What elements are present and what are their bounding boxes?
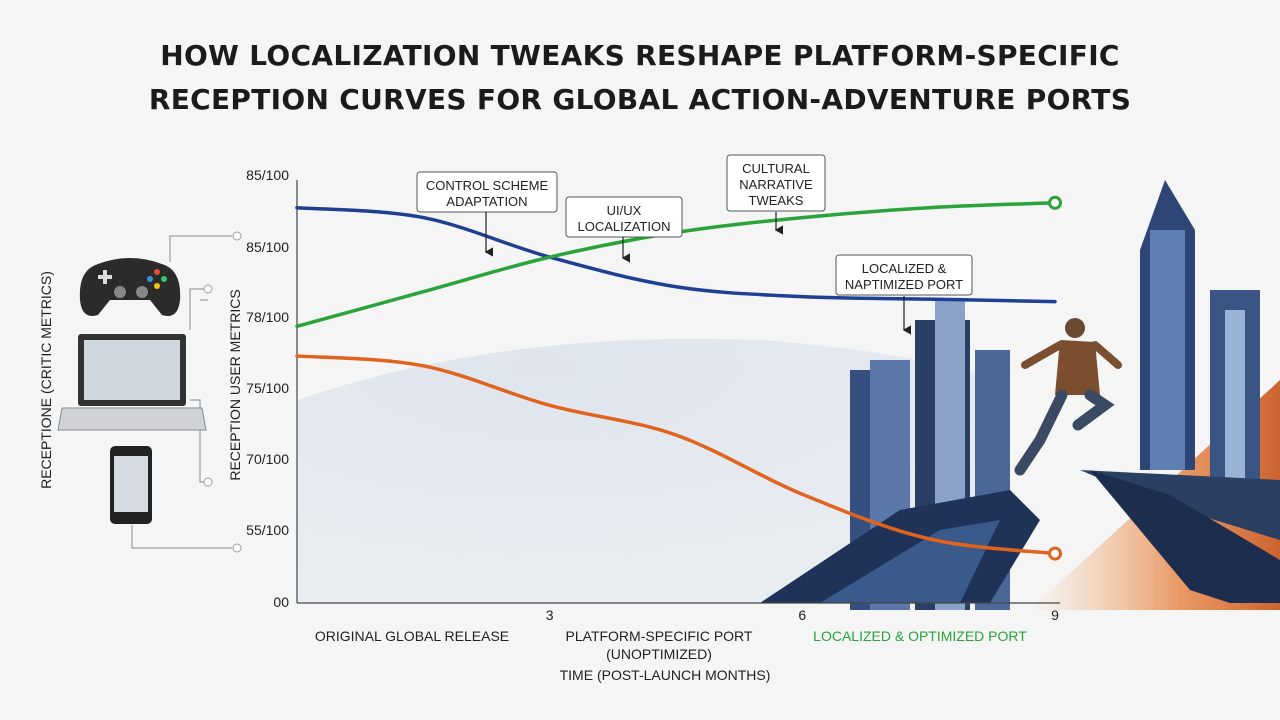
- annotation-text: CONTROL SCHEME: [426, 178, 549, 193]
- title-line-2: RECEPTION CURVES FOR GLOBAL ACTION-ADVEN…: [148, 83, 1132, 116]
- series-end-marker-2: [1048, 546, 1062, 561]
- x-tick-label: 6: [798, 607, 806, 623]
- annotation-text: LOCALIZATION: [578, 219, 671, 234]
- annotation-callout-3: LOCALIZED &NAPTIMIZED PORT: [835, 254, 973, 335]
- y-axis-label-left: RECEPTIONE (CRITIC METRICS): [38, 271, 54, 489]
- y-tick-label: 75/100: [246, 380, 289, 396]
- y-axis-label-right: RECEPTION USER METRICS: [227, 289, 243, 480]
- annotation-box: [726, 154, 826, 212]
- annotation-box: [835, 254, 973, 296]
- x-axis-label: TIME (POST-LAUNCH MONTHS): [560, 667, 771, 683]
- annotation-text: LOCALIZED &: [862, 261, 947, 276]
- y-tick-label: 00: [273, 594, 289, 610]
- category-label-2: LOCALIZED & OPTIMIZED PORT: [813, 628, 1027, 644]
- category-label-1: (UNOPTIMIZED): [606, 646, 712, 662]
- background-haze: [298, 338, 1000, 603]
- series-end-marker-1: [1048, 195, 1062, 210]
- gamepad-icon: [79, 258, 181, 316]
- smartphone-icon: [110, 446, 152, 524]
- y-tick-label: 55/100: [246, 522, 289, 538]
- y-tick-label: 85/100: [246, 167, 289, 183]
- title-line-1: HOW LOCALIZATION TWEAKS RESHAPE PLATFORM…: [160, 39, 1120, 72]
- annotation-box: [416, 171, 558, 213]
- series-line-2: [295, 354, 1057, 556]
- y-tick-label: 78/100: [246, 309, 289, 325]
- category-label-0: ORIGINAL GLOBAL RELEASE: [315, 628, 509, 644]
- annotation-box: [565, 196, 683, 238]
- annotation-text: NARRATIVE: [739, 177, 813, 192]
- laptop-icon: [57, 334, 207, 431]
- connector-lines: [131, 235, 232, 549]
- platform-icons: [57, 231, 242, 553]
- y-tick-label: 70/100: [246, 451, 289, 467]
- annotation-text: UI/UX: [607, 203, 642, 218]
- x-tick-label: 3: [546, 607, 554, 623]
- annotation-text: ADAPTATION: [446, 194, 527, 209]
- annotation-text: CULTURAL: [742, 161, 810, 176]
- annotation-text: NAPTIMIZED PORT: [845, 277, 963, 292]
- category-label-1: PLATFORM-SPECIFIC PORT: [566, 628, 753, 644]
- y-tick-label: 85/100: [246, 239, 289, 255]
- chart-title: HOW LOCALIZATION TWEAKS RESHAPE PLATFORM…: [0, 34, 1280, 122]
- x-tick-label: 9: [1051, 607, 1059, 623]
- series-line-0: [295, 205, 1057, 304]
- annotation-text: TWEAKS: [749, 193, 804, 208]
- city-illustration: [760, 180, 1280, 610]
